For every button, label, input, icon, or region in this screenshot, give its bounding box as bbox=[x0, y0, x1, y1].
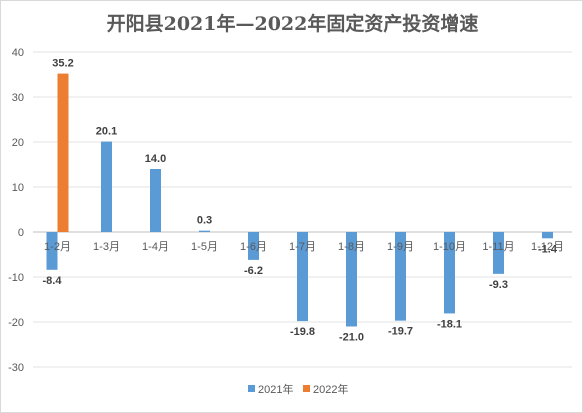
data-label: -18.1 bbox=[437, 318, 462, 330]
data-label: 20.1 bbox=[96, 126, 117, 138]
x-category-label: 1-6月 bbox=[240, 241, 267, 253]
y-tick-label: 30 bbox=[12, 92, 24, 104]
x-category-label: 1-10月 bbox=[433, 241, 466, 253]
x-category-label: 1-8月 bbox=[338, 241, 365, 253]
x-category-label: 1-12月 bbox=[531, 241, 564, 253]
legend-swatch-0 bbox=[248, 385, 255, 392]
legend-swatch-1 bbox=[303, 385, 310, 392]
bar-2021年-1-7月 bbox=[297, 232, 308, 322]
y-tick-label: -30 bbox=[8, 362, 24, 374]
data-label: -8.4 bbox=[43, 275, 63, 287]
data-label: -21.0 bbox=[339, 332, 364, 344]
x-category-label: 1-4月 bbox=[142, 241, 169, 253]
legend-label-1: 2022年 bbox=[313, 382, 348, 396]
y-tick-label: 20 bbox=[12, 137, 24, 149]
y-tick-label: 0 bbox=[18, 227, 24, 239]
bar-2021年-1-6月 bbox=[248, 232, 259, 260]
data-label: -6.2 bbox=[244, 265, 263, 277]
data-label: -9.3 bbox=[489, 279, 508, 291]
x-category-label: 1-11月 bbox=[482, 241, 514, 253]
y-tick-label: 10 bbox=[12, 182, 24, 194]
x-category-label: 1-9月 bbox=[387, 241, 414, 253]
data-label: -19.8 bbox=[290, 326, 315, 338]
bar-2021年-1-2月 bbox=[46, 232, 58, 270]
chart-title: 开阳县2021年—2022年固定资产投资增速 bbox=[106, 13, 479, 35]
x-category-label: 1-5月 bbox=[191, 241, 218, 253]
bar-2021年-1-10月 bbox=[444, 232, 455, 314]
y-tick-label: -10 bbox=[8, 272, 24, 284]
data-label: 14.0 bbox=[145, 153, 166, 165]
data-label: -1.4 bbox=[538, 243, 558, 255]
bar-2021年-1-4月 bbox=[150, 169, 161, 232]
y-tick-label: 40 bbox=[12, 47, 24, 59]
data-label: 0.3 bbox=[197, 215, 212, 227]
bar-2021年-1-9月 bbox=[395, 232, 406, 321]
bar-2021年-1-5月 bbox=[199, 230, 210, 232]
x-category-label: 1-2月 bbox=[44, 241, 71, 253]
bar-2021年-1-12月 bbox=[542, 232, 553, 239]
bar-2021年-1-8月 bbox=[346, 232, 357, 327]
data-label: 35.2 bbox=[52, 58, 73, 70]
bar-2021年-1-3月 bbox=[101, 141, 112, 232]
data-label: -19.7 bbox=[388, 326, 413, 338]
bar-2022年-1-2月 bbox=[57, 73, 69, 232]
bar-2021年-1-11月 bbox=[493, 232, 504, 274]
x-category-label: 1-3月 bbox=[93, 241, 120, 253]
x-category-label: 1-7月 bbox=[289, 241, 316, 253]
legend-label-0: 2021年 bbox=[258, 382, 293, 396]
y-tick-label: -20 bbox=[8, 317, 24, 329]
